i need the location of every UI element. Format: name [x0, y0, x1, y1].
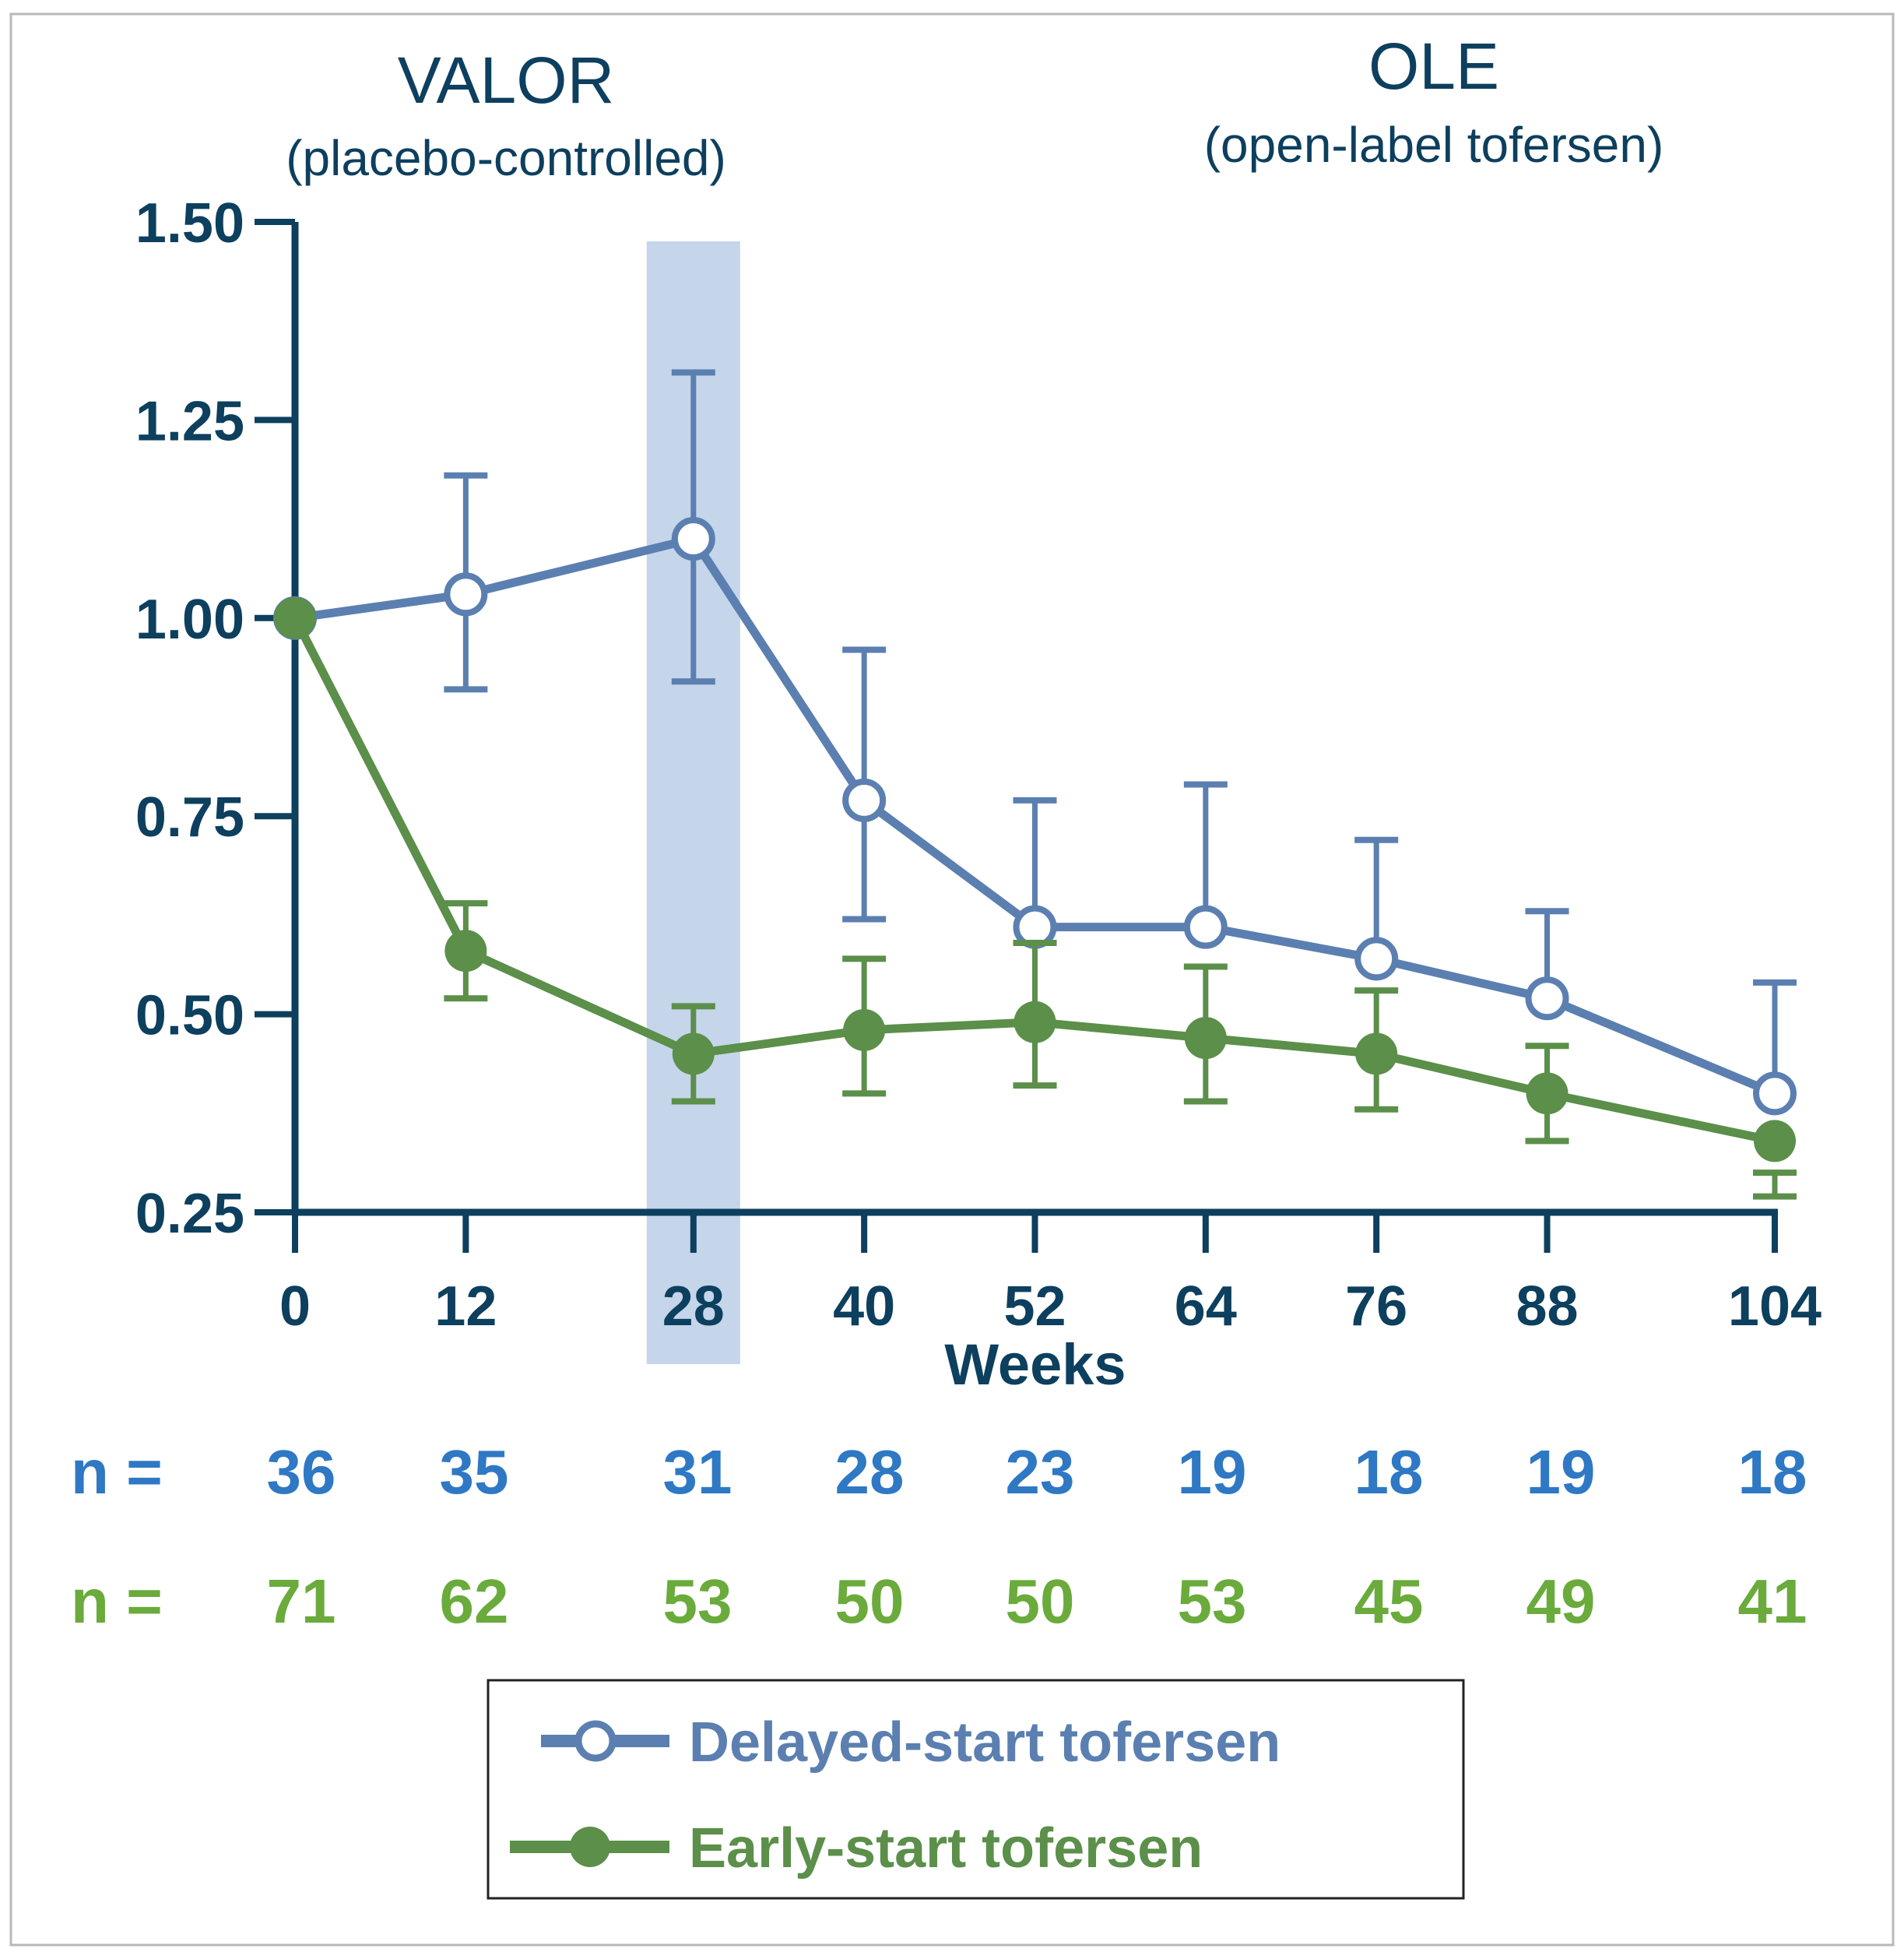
- n-value: 19: [1178, 1437, 1247, 1507]
- frame-border: [9, 12, 1895, 1947]
- n-value: 35: [440, 1437, 509, 1507]
- x-tick-label: 28: [662, 1275, 725, 1338]
- legend: Delayed-start tofersen Early-start tofer…: [487, 1679, 1465, 1900]
- subtitle-valor: (placebo-controlled): [286, 130, 726, 186]
- x-tick-label: 76: [1345, 1275, 1407, 1338]
- title-valor: VALOR: [398, 44, 615, 117]
- n-value: 18: [1738, 1437, 1807, 1507]
- data-point: [444, 572, 488, 617]
- axes: 1.50 1.25 1.00 0.75 0.50 0.25 0 12 28 40 52 64 76 88 1…: [135, 192, 1821, 1338]
- data-point: [1183, 905, 1228, 949]
- legend-early-label: Early-start tofersen: [689, 1817, 1203, 1880]
- n-value: 18: [1354, 1437, 1424, 1507]
- data-point: [274, 596, 316, 639]
- y-tick-label: 1.00: [135, 589, 244, 651]
- legend-delayed-label: Delayed-start tofersen: [689, 1711, 1280, 1774]
- n-value: 62: [440, 1567, 509, 1636]
- data-point: [1525, 976, 1569, 1021]
- series-delayed-start: [273, 369, 1797, 1116]
- legend-delayed-marker: [574, 1720, 617, 1762]
- subtitle-ole: (open-label tofersen): [1204, 117, 1664, 173]
- x-tick-label: 88: [1516, 1275, 1578, 1338]
- n-rows: n = 36 35 31 28 23 19 18 19 18 n = 71 62 53 50 50 53 45 49…: [71, 1437, 1807, 1636]
- n-value: 19: [1526, 1437, 1596, 1507]
- n-value: 31: [663, 1437, 732, 1507]
- n-value: 50: [1006, 1567, 1075, 1636]
- n-value: 49: [1526, 1567, 1596, 1636]
- data-point: [1526, 1072, 1569, 1115]
- n-value: 50: [835, 1567, 905, 1636]
- n-value: 71: [267, 1567, 336, 1636]
- y-tick-label: 0.25: [135, 1183, 244, 1245]
- data-point: [1355, 1032, 1398, 1075]
- n-value: 45: [1354, 1567, 1424, 1636]
- x-tick-label: 64: [1175, 1275, 1237, 1338]
- n-value: 23: [1006, 1437, 1075, 1507]
- n-value: 28: [835, 1437, 905, 1507]
- data-point: [671, 517, 715, 561]
- data-point: [843, 1008, 886, 1051]
- data-point: [1184, 1017, 1227, 1060]
- series-layer: [273, 369, 1797, 1200]
- x-axis-label: Weeks: [944, 1332, 1126, 1397]
- x-tick-label: 12: [434, 1275, 497, 1338]
- x-tick-label: 52: [1003, 1275, 1066, 1338]
- legend-early-marker: [570, 1827, 610, 1867]
- x-tick-label: 0: [279, 1275, 311, 1338]
- n-row-label: n =: [71, 1437, 163, 1507]
- n-row-label: n =: [71, 1567, 163, 1636]
- n-value: 36: [267, 1437, 336, 1507]
- data-point: [672, 1032, 715, 1075]
- title-ole: OLE: [1368, 30, 1499, 103]
- y-tick-label: 0.75: [135, 786, 244, 849]
- data-point: [1013, 1001, 1056, 1043]
- data-point: [842, 778, 887, 822]
- n-value: 53: [1178, 1567, 1247, 1636]
- x-tick-label: 104: [1728, 1275, 1821, 1338]
- data-point: [1754, 1120, 1796, 1162]
- data-point: [1354, 937, 1399, 981]
- y-tick-label: 1.50: [135, 192, 244, 255]
- x-tick-label: 40: [833, 1275, 895, 1338]
- legend-box: [487, 1679, 1465, 1900]
- data-point: [444, 930, 487, 972]
- y-tick-label: 0.50: [135, 985, 244, 1047]
- n-value: 41: [1738, 1567, 1807, 1636]
- data-point: [1753, 1071, 1797, 1116]
- n-value: 53: [663, 1567, 732, 1636]
- y-tick-label: 1.25: [135, 390, 244, 452]
